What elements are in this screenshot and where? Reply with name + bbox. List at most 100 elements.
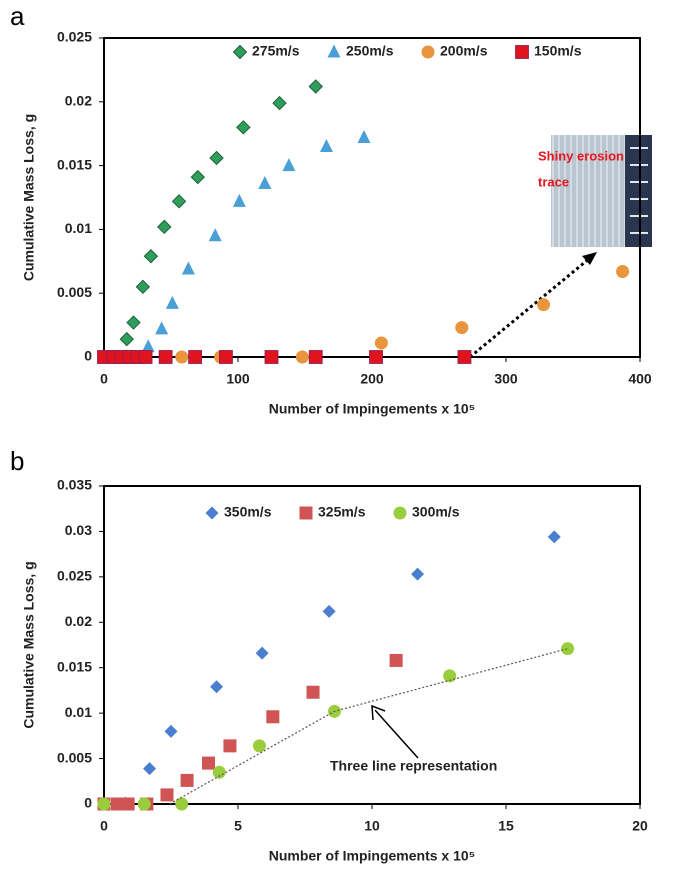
y-tick-label: 0.015 — [57, 156, 92, 172]
y-tick-label: 0.01 — [65, 704, 92, 720]
panel-label: b — [10, 446, 24, 476]
marker-square — [264, 350, 279, 364]
y-tick-label: 0.025 — [57, 29, 92, 45]
marker-diamond — [143, 248, 159, 264]
marker-diamond — [164, 724, 178, 738]
x-tick-label: 400 — [628, 371, 652, 387]
marker-diamond — [135, 279, 151, 295]
marker-circle — [537, 298, 551, 312]
marker-square — [158, 350, 173, 364]
marker-square — [515, 45, 529, 59]
marker-diamond — [236, 120, 251, 135]
x-axis-title: Number of Impingements x 10⁵ — [269, 848, 476, 864]
legend-label: 250m/s — [346, 43, 394, 59]
marker-triangle — [357, 130, 371, 144]
marker-diamond — [126, 315, 141, 330]
x-tick-label: 20 — [632, 818, 648, 834]
marker-triangle — [165, 295, 179, 309]
x-tick-label: 10 — [364, 818, 380, 834]
marker-circle — [175, 350, 189, 364]
y-tick-label: 0.005 — [57, 284, 92, 300]
marker-diamond — [205, 506, 219, 520]
marker-diamond — [157, 219, 172, 235]
annotation: trace — [538, 174, 569, 189]
marker-square — [202, 756, 216, 770]
y-tick-label: 0.005 — [57, 749, 92, 765]
x-tick-label: 0 — [100, 371, 108, 387]
marker-triangle — [208, 228, 222, 242]
plot-frame — [103, 485, 641, 805]
y-tick-label: 0 — [84, 348, 92, 364]
y-tick-label: 0 — [84, 795, 92, 811]
y-tick-label: 0.02 — [65, 93, 92, 109]
y-tick-label: 0.03 — [65, 522, 92, 538]
marker-circle — [443, 669, 457, 683]
marker-diamond — [209, 150, 224, 166]
marker-triangle — [327, 44, 341, 58]
marker-diamond — [411, 567, 425, 581]
inset-photo — [551, 135, 652, 247]
x-tick-label: 300 — [494, 371, 518, 387]
marker-square — [180, 773, 194, 787]
annotation: Three line representation — [330, 758, 497, 774]
marker-triangle — [282, 158, 296, 172]
y-tick-label: 0.01 — [65, 220, 92, 236]
marker-circle — [212, 765, 226, 779]
marker-circle — [421, 45, 435, 59]
marker-diamond — [308, 79, 323, 94]
marker-triangle — [155, 321, 169, 335]
marker-square — [389, 653, 403, 667]
marker-square — [266, 710, 280, 724]
marker-diamond — [547, 530, 561, 544]
marker-diamond — [143, 762, 157, 776]
marker-square — [369, 350, 383, 364]
y-tick-label: 0.02 — [65, 613, 92, 629]
marker-triangle — [141, 339, 155, 353]
y-axis-title: Cumulative Mass Loss, g — [21, 561, 37, 728]
x-tick-label: 15 — [498, 818, 514, 834]
marker-diamond — [272, 95, 287, 111]
marker-circle — [137, 797, 151, 811]
marker-circle — [252, 739, 266, 753]
marker-diamond — [232, 44, 248, 60]
marker-diamond — [255, 646, 269, 660]
marker-square — [110, 797, 124, 811]
annotation: Shiny erosion — [538, 148, 624, 163]
legend-label: 150m/s — [534, 43, 582, 59]
y-tick-label: 0.025 — [57, 568, 92, 584]
x-axis-title: Number of Impingements x 10⁵ — [269, 401, 476, 417]
marker-circle — [175, 797, 189, 811]
marker-square — [138, 350, 153, 364]
legend-label: 300m/s — [412, 504, 460, 520]
marker-circle — [616, 265, 630, 279]
x-tick-label: 100 — [226, 371, 250, 387]
legend-label: 325m/s — [318, 504, 366, 520]
marker-diamond — [210, 680, 224, 694]
marker-triangle — [258, 175, 272, 189]
marker-circle — [393, 506, 407, 520]
marker-triangle — [181, 261, 195, 275]
y-tick-label: 0.035 — [57, 477, 92, 493]
marker-triangle — [232, 193, 246, 207]
marker-square — [188, 350, 203, 364]
panel-label: a — [10, 1, 25, 31]
legend-label: 200m/s — [440, 43, 488, 59]
x-tick-label: 5 — [234, 818, 242, 834]
marker-square — [299, 506, 313, 520]
marker-circle — [295, 350, 309, 364]
marker-square — [306, 685, 320, 699]
marker-diamond — [190, 169, 206, 185]
y-tick-label: 0.015 — [57, 658, 92, 674]
legend-label: 350m/s — [224, 504, 272, 520]
legend-label: 275m/s — [252, 43, 300, 59]
marker-square — [121, 797, 135, 811]
fit-line — [169, 648, 568, 805]
marker-square — [223, 739, 237, 753]
marker-diamond — [119, 331, 134, 347]
marker-circle — [561, 642, 575, 656]
marker-square — [308, 350, 323, 364]
marker-diamond — [322, 604, 336, 618]
marker-circle — [97, 797, 111, 811]
y-axis-title: Cumulative Mass Loss, g — [21, 114, 37, 281]
